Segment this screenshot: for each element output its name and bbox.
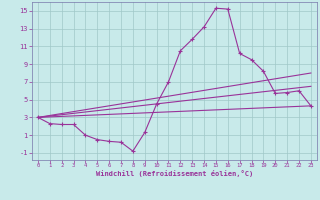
X-axis label: Windchill (Refroidissement éolien,°C): Windchill (Refroidissement éolien,°C) (96, 170, 253, 177)
